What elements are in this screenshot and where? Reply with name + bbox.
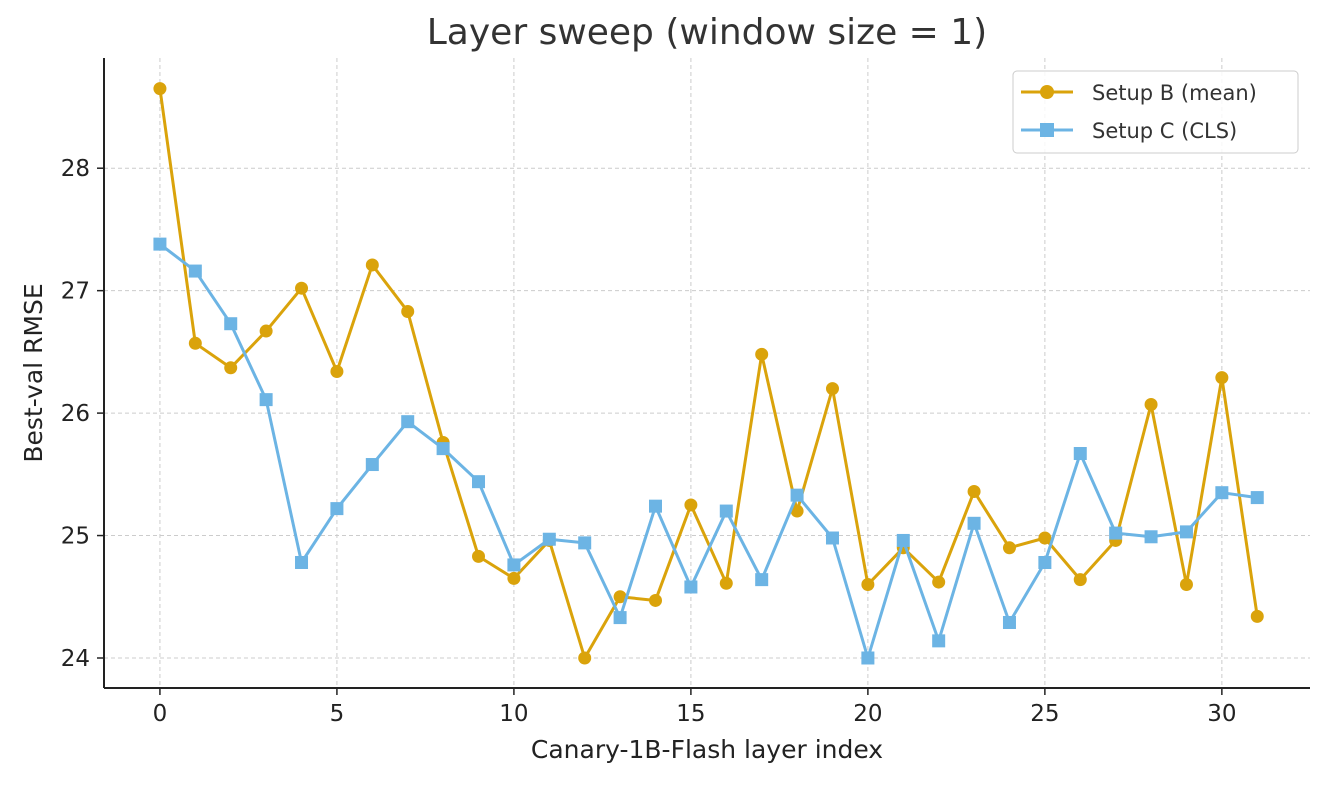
data-point-b [861,578,875,592]
data-point-b [401,304,415,318]
data-point-b [1073,573,1087,587]
data-point-b [1038,531,1052,545]
data-point-b [224,361,238,375]
data-point-c [790,488,804,502]
data-point-c [1109,526,1123,540]
data-point-b [188,336,202,350]
data-point-c [1215,486,1229,500]
series-group [153,82,1264,665]
data-point-c [259,393,273,407]
data-point-c [719,504,733,518]
data-point-c [755,573,769,587]
data-point-b [613,590,627,604]
data-point-c [1250,491,1264,505]
data-point-b [755,347,769,361]
data-point-c [967,516,981,530]
data-point-b [295,281,309,295]
data-point-c [188,264,202,278]
x-tick-label: 20 [853,701,882,727]
data-point-b [507,571,521,585]
data-point-c [896,533,910,547]
data-point-c [613,611,627,625]
data-point-c [295,555,309,569]
data-point-b [1002,541,1016,555]
data-point-c [401,415,415,429]
data-point-c [825,531,839,545]
x-axis-label: Canary-1B-Flash layer index [531,735,883,764]
data-point-b [932,575,946,589]
data-point-c [330,502,344,516]
legend: Setup B (mean) Setup C (CLS) [1012,70,1299,154]
data-point-b [259,324,273,338]
data-point-b [648,593,662,607]
y-tick-label: 28 [61,156,90,182]
y-tick-label: 24 [61,646,90,672]
ticks: 0 5 10 15 20 25 30 24 25 26 27 28 [61,156,1237,727]
data-point-b [153,82,167,96]
grid [104,58,1310,688]
chart-title: Layer sweep (window size = 1) [427,12,987,53]
data-point-b [967,484,981,498]
data-point-c [472,475,486,489]
y-axis-label: Best-val RMSE [19,283,48,462]
y-tick-label: 27 [61,279,90,305]
x-tick-label: 15 [676,701,705,727]
data-point-b [1179,578,1193,592]
data-point-c [648,499,662,513]
data-point-c [436,442,450,456]
data-point-c [507,558,521,572]
data-point-c [542,532,556,546]
legend-marker-b [1040,85,1054,99]
data-point-b [472,549,486,563]
data-point-c [224,317,238,331]
data-point-c [578,536,592,550]
x-tick-label: 30 [1207,701,1236,727]
series-line-b [158,88,1259,660]
legend-label-b: Setup B (mean) [1092,81,1257,105]
x-tick-label: 0 [153,701,168,727]
series-line-c [159,242,1258,660]
data-point-c [153,237,167,251]
data-point-c [1073,447,1087,461]
data-point-b [790,504,804,518]
data-point-b [1250,609,1264,623]
data-point-c [1038,555,1052,569]
data-point-b [330,364,344,378]
data-point-b [1215,371,1229,385]
data-point-b [684,498,698,512]
legend-box [1012,70,1299,154]
legend-label-c: Setup C (CLS) [1092,119,1237,143]
data-point-b [578,651,592,665]
data-point-c [684,580,698,594]
data-point-c [861,651,875,665]
data-point-b [365,258,379,272]
data-point-b [719,576,733,590]
data-point-b [825,382,839,396]
data-point-c [932,634,946,648]
data-point-c [1179,525,1193,539]
y-tick-label: 26 [61,401,90,427]
data-point-c [365,458,379,472]
x-tick-label: 5 [330,701,345,727]
legend-marker-c [1040,123,1054,137]
data-point-b [1144,398,1158,412]
x-tick-label: 10 [499,701,528,727]
data-point-c [1144,530,1158,544]
y-tick-label: 25 [61,524,90,550]
data-point-c [1002,615,1016,629]
x-tick-label: 25 [1030,701,1059,727]
